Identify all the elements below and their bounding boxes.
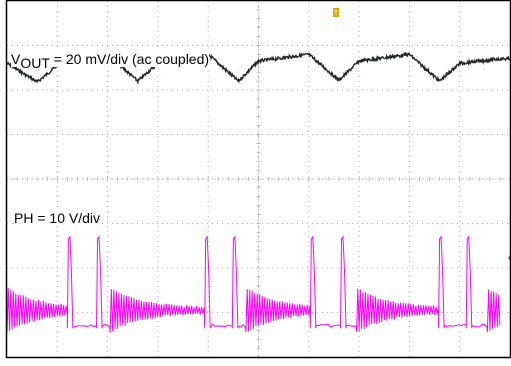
trigger-marker: T — [333, 8, 339, 18]
vout-label-scale: = 20 mV/div (ac coupled) — [49, 51, 210, 67]
graticule — [6, 0, 511, 358]
ph-channel-label: PH = 10 V/div — [14, 210, 100, 226]
vout-channel-label: VOUT = 20 mV/div (ac coupled) — [11, 51, 210, 70]
vout-label-prefix: V — [11, 51, 21, 67]
vout-label-subscript: OUT — [20, 55, 50, 71]
trigger-marker-text: T — [334, 11, 339, 18]
ph-trace — [6, 235, 501, 334]
